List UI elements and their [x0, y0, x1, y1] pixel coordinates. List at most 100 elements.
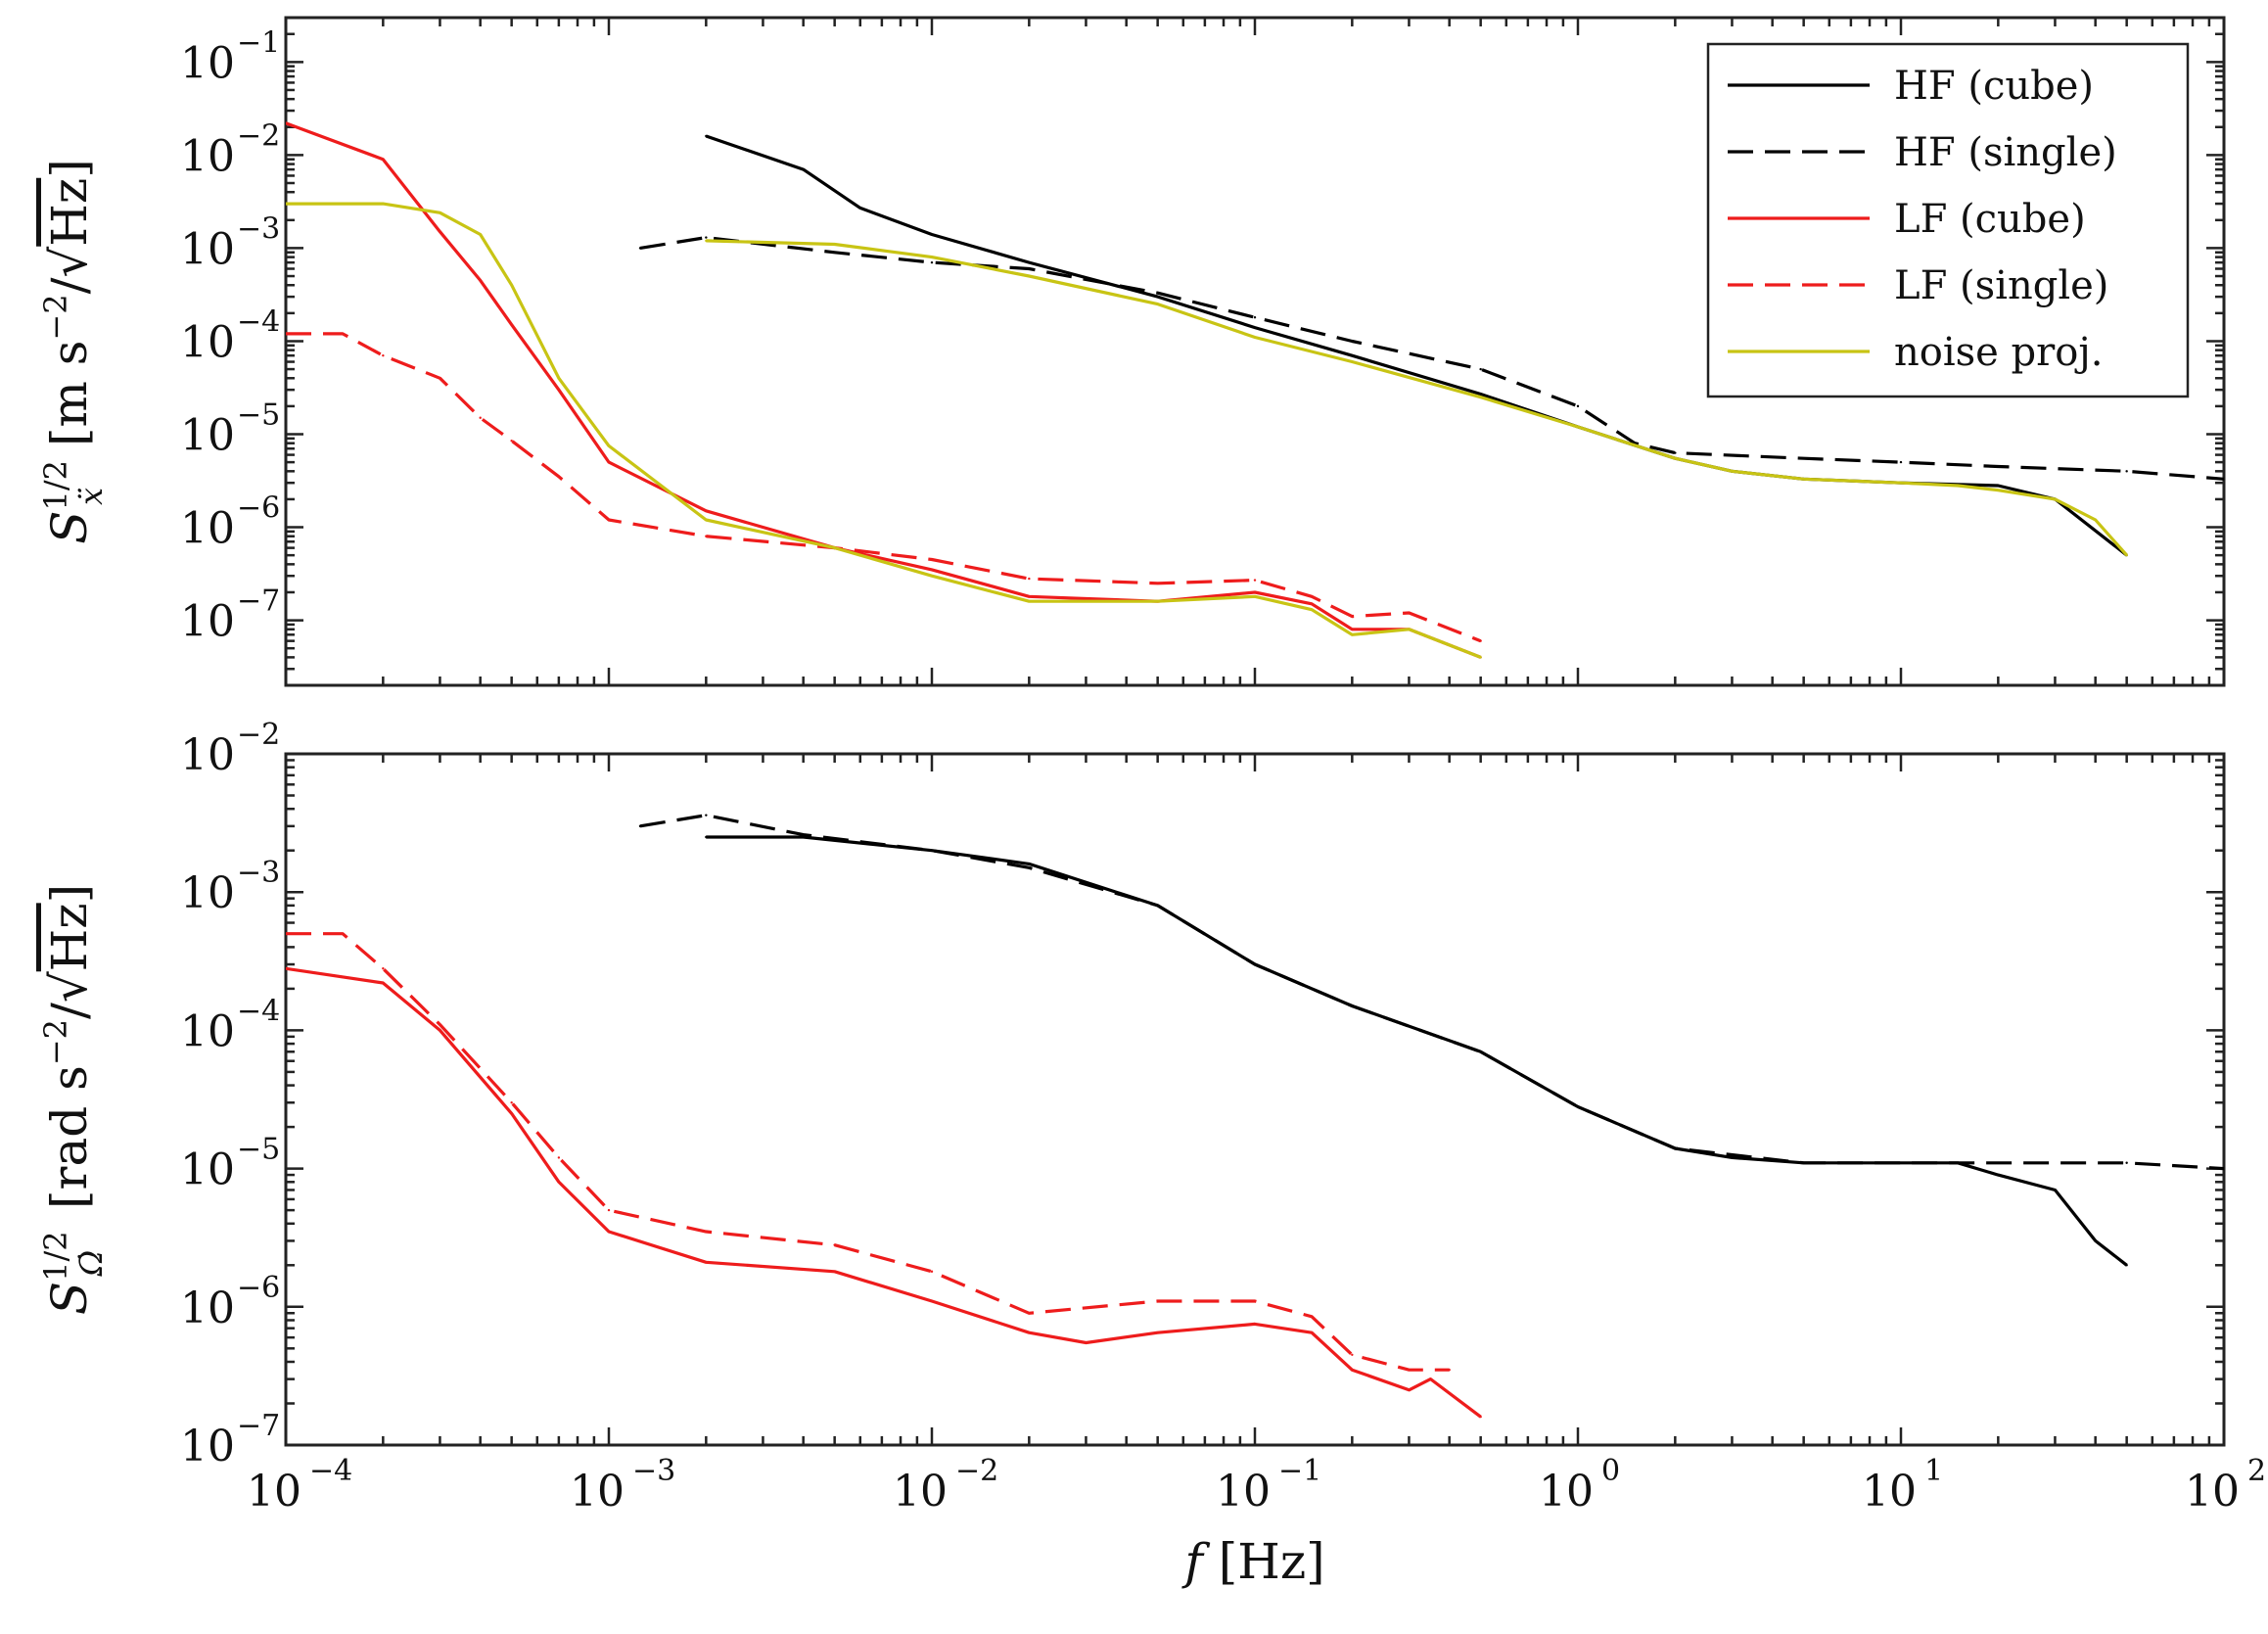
bottom-point-hf-cube	[802, 835, 805, 839]
x-tick-exponent: −1	[1278, 1454, 1321, 1488]
bottom-point-lf-single	[557, 1156, 561, 1159]
top-point-hf-single	[1351, 340, 1354, 343]
top-point-noise-proj-hf-part	[2094, 518, 2097, 522]
ylabel-unit-exp: −2	[37, 294, 74, 340]
top-point-hf-cube	[705, 134, 708, 138]
top-point-hf-single	[1802, 456, 1805, 460]
bottom-point-lf-single	[1448, 1368, 1451, 1372]
bottom-point-lf-cube	[1028, 1331, 1031, 1334]
ylabel-unit-rad: Hz	[41, 903, 98, 971]
bottom-point-lf-single	[382, 967, 385, 970]
x-tick-label: 10	[1539, 1467, 1594, 1517]
bottom-point-hf-single	[705, 814, 708, 817]
bottom-series-hf-single	[639, 814, 2224, 1171]
top-point-lf-single	[557, 475, 561, 479]
top-series-noise-proj	[286, 202, 1482, 659]
top-point-hf-cube	[1351, 353, 1354, 357]
bottom-point-lf-single	[1028, 1312, 1031, 1315]
top-point-lf-single	[1351, 615, 1354, 618]
bottom-point-lf-cube	[510, 1112, 513, 1115]
bottom-point-lf-single	[1156, 1299, 1159, 1303]
ylabel-sub: Ω̇	[72, 1250, 110, 1278]
top-point-noise-proj-hf-part	[2054, 497, 2057, 501]
bottom-point-hf-single	[930, 849, 934, 852]
bottom-y-tick-label: 10	[180, 868, 235, 918]
bottom-point-lf-single	[439, 1023, 441, 1026]
bottom-point-hf-single	[802, 833, 805, 836]
top-point-noise-proj	[1408, 628, 1411, 630]
x-tick-exponent: −2	[955, 1454, 998, 1488]
top-point-lf-cube	[439, 230, 441, 233]
top-y-tick-label: 10	[180, 224, 235, 274]
ylabel-sup: 1/2	[37, 460, 74, 511]
top-point-noise-proj	[382, 202, 385, 206]
top-point-noise-proj	[833, 546, 836, 549]
ylabel-unit-rad: Hz	[41, 178, 98, 247]
legend-entry-label: noise proj.	[1894, 330, 2103, 375]
top-point-noise-proj-hf-part	[1253, 336, 1257, 339]
bottom-y-axis-label: S1/2Ω̇ [rad s−2/√Hz]	[37, 884, 110, 1315]
bottom-point-hf-single	[1253, 962, 1257, 966]
top-y-tick-exponent: −1	[237, 25, 280, 60]
top-point-noise-proj-hf-part	[2125, 553, 2128, 557]
bottom-point-lf-single	[833, 1243, 836, 1246]
bottom-point-hf-single	[1351, 1004, 1354, 1007]
top-point-lf-single	[1479, 639, 1482, 642]
top-y-tick-label: 10	[180, 38, 235, 88]
top-series-lf-single	[286, 332, 1482, 643]
legend: HF (cube) HF (single) LF (cube) LF (single)…	[1706, 42, 2190, 398]
x-tick-label: 10	[893, 1467, 948, 1517]
top-point-lf-single	[1156, 582, 1159, 584]
top-point-lf-cube	[510, 323, 513, 326]
bottom-point-lf-cube	[439, 1029, 441, 1032]
x-tick-exponent: 0	[1601, 1454, 1620, 1488]
top-point-lf-single	[286, 332, 288, 336]
bottom-point-hf-single	[1156, 904, 1159, 908]
top-point-hf-single	[833, 251, 836, 254]
bottom-point-lf-cube	[1429, 1377, 1432, 1380]
top-point-lf-single	[1253, 579, 1257, 582]
bottom-point-hf-cube	[1731, 1156, 1734, 1159]
top-point-lf-single	[510, 440, 513, 443]
bottom-series-group	[286, 814, 2224, 1419]
top-point-lf-single	[341, 332, 345, 336]
top-point-noise-proj-hf-part	[1899, 481, 1903, 485]
bottom-point-lf-single	[607, 1208, 611, 1212]
x-axis-label: f [Hz]	[1180, 1533, 1324, 1590]
bottom-point-lf-single	[930, 1270, 934, 1273]
top-point-hf-cube	[1479, 393, 1482, 396]
bottom-point-lf-single	[705, 1230, 708, 1234]
bottom-point-lf-cube	[705, 1261, 708, 1264]
ylabel-main: S	[41, 1282, 98, 1315]
top-point-noise-proj-hf-part	[1576, 425, 1580, 429]
top-point-lf-single	[479, 416, 482, 419]
top-point-hf-single	[1674, 451, 1677, 454]
bottom-point-lf-cube	[930, 1299, 934, 1303]
top-series-lf-cube	[286, 121, 1482, 659]
legend-entry-label: LF (single)	[1894, 263, 2108, 308]
top-point-lf-single	[439, 377, 441, 380]
top-point-hf-single	[638, 247, 642, 250]
top-point-noise-proj-hf-part	[1156, 303, 1159, 305]
top-y-tick-exponent: −7	[237, 584, 280, 619]
bottom-point-hf-single	[1899, 1161, 1903, 1164]
bottom-point-hf-single	[1997, 1161, 2000, 1164]
top-point-noise-proj	[1351, 633, 1354, 636]
bottom-y-tick-label: 10	[180, 1422, 235, 1471]
top-point-hf-single	[1899, 460, 1903, 464]
top-point-hf-single	[930, 260, 934, 264]
top-point-noise-proj-hf-part	[1028, 274, 1031, 278]
x-tick-exponent: 1	[1924, 1454, 1943, 1488]
top-point-noise-proj-hf-part	[1731, 470, 1734, 473]
top-point-hf-cube	[1997, 484, 2000, 488]
top-point-lf-single	[1408, 611, 1411, 615]
bottom-point-hf-single	[2222, 1167, 2224, 1170]
bottom-point-lf-cube	[1310, 1331, 1314, 1334]
top-point-noise-proj	[1156, 599, 1159, 603]
top-y-tick-label: 10	[180, 410, 235, 460]
ylabel-unit-close: ]	[41, 159, 98, 178]
bottom-point-hf-single	[1028, 866, 1031, 869]
top-point-noise-proj	[1479, 656, 1482, 659]
ylabel-sub: ẍ	[72, 488, 110, 505]
bottom-point-lf-single	[1351, 1353, 1354, 1356]
